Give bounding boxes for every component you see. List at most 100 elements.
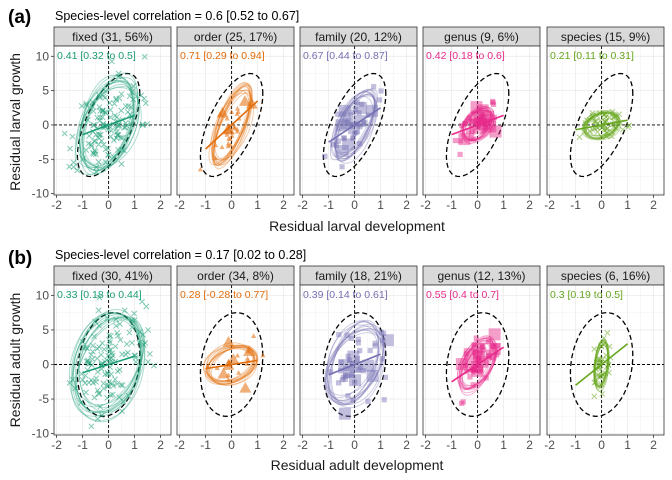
data-point <box>481 347 487 353</box>
facet-b-3: genus (12, 13%) 0.55 [0.4 to 0.7] -2 -1 0 1 2 <box>420 265 541 452</box>
data-point <box>352 130 358 137</box>
data-point <box>138 92 145 99</box>
regression-line <box>451 114 504 136</box>
correlation-label: 0.41 [0.32 to 0.5] <box>57 50 136 62</box>
data-point <box>476 347 482 353</box>
data-point <box>470 382 476 388</box>
data-point <box>490 343 496 349</box>
facet-strip-label: fixed (30, 41%) <box>72 269 153 283</box>
data-point <box>597 117 604 124</box>
y-tick-label: 5 <box>42 84 49 98</box>
x-tick-label: 2 <box>157 438 164 452</box>
data-point <box>378 88 384 94</box>
data-point <box>465 128 471 134</box>
y-tick-label: 5 <box>42 323 49 337</box>
posterior-ellipse <box>203 344 259 382</box>
data-point <box>92 378 99 385</box>
x-tick-label: 1 <box>624 438 631 452</box>
posterior-ellipse <box>214 89 250 160</box>
data-point <box>349 360 355 367</box>
posterior-ellipse <box>461 109 497 142</box>
data-point <box>350 397 356 403</box>
data-point <box>484 120 497 133</box>
posterior-ellipse <box>328 319 380 406</box>
data-point <box>479 343 486 349</box>
regression-line <box>82 355 135 374</box>
data-point <box>478 116 484 122</box>
data-point <box>103 357 110 364</box>
data-point <box>91 147 98 154</box>
facet-a-1: order (25, 17%) 0.71 [0.29 to 0.94] -2 -1 0 1… <box>174 26 295 212</box>
data-point <box>360 120 366 126</box>
x-tick-label: -2 <box>544 198 555 212</box>
data-point <box>468 135 474 141</box>
x-tick-label: 2 <box>650 438 657 452</box>
data-point <box>471 364 484 377</box>
facet-a-4: species (15, 9%) 0.21 [0.11 to 0.31] -2 -1 0… <box>544 26 665 212</box>
data-point <box>372 340 378 346</box>
posterior-ellipse <box>593 343 610 387</box>
data-point <box>131 317 138 323</box>
facet-b-4: species (6, 16%) 0.3 [0.19 to 0.5] -2 -1 0 1 2 <box>544 265 665 452</box>
data-point <box>625 124 632 130</box>
data-point <box>594 372 601 378</box>
data-point <box>112 343 119 350</box>
posterior-ellipse <box>594 342 609 388</box>
data-point <box>83 147 90 154</box>
data-point <box>342 138 355 151</box>
posterior-ellipse <box>206 344 258 382</box>
data-point <box>594 129 601 135</box>
data-point <box>85 358 92 365</box>
data-point <box>108 58 115 65</box>
data-point <box>105 382 112 389</box>
y-axis-title-b: Residual adult growth <box>7 293 23 428</box>
x-tick-label: -2 <box>174 198 185 212</box>
posterior-ellipse <box>213 92 253 160</box>
data-point <box>129 324 135 331</box>
data-point <box>465 118 471 125</box>
posterior-ellipse <box>459 337 495 396</box>
facet-strip-label: order (25, 17%) <box>194 30 277 44</box>
data-point <box>589 110 596 116</box>
data-point <box>108 371 115 378</box>
x-tick-label: 0 <box>228 198 235 212</box>
data-point <box>93 168 100 175</box>
data-point <box>356 110 362 116</box>
data-point <box>601 111 608 118</box>
data-point <box>462 121 468 127</box>
data-point <box>349 374 362 387</box>
data-point <box>471 360 484 373</box>
data-point <box>61 130 68 137</box>
data-point <box>348 335 354 342</box>
facet-a-2: family (20, 12%) 0.67 [0.44 to 0.87] -2 -1 0… <box>297 26 418 212</box>
correlation-label: 0.33 [0.18 to 0.44] <box>57 289 142 301</box>
data-point <box>465 360 478 373</box>
data-point <box>603 352 610 359</box>
data-point <box>598 381 604 388</box>
x-tick-label: 0 <box>105 198 112 212</box>
data-point <box>94 345 101 352</box>
data-point <box>348 112 354 118</box>
data-point <box>367 347 373 354</box>
data-point <box>130 96 137 103</box>
posterior-ellipse <box>330 321 380 405</box>
data-point <box>144 121 151 128</box>
data-point <box>458 133 471 146</box>
data-point <box>341 135 347 141</box>
posterior-ellipse <box>75 319 146 408</box>
x-tick-label: -2 <box>174 438 185 452</box>
data-point <box>118 382 124 389</box>
data-point <box>107 339 113 346</box>
data-point <box>322 153 328 159</box>
posterior-ellipse <box>462 107 494 141</box>
correlation-label: 0.55 [0.4 to 0.7] <box>426 289 499 301</box>
facet-b-1: order (34, 8%) 0.28 [-0.28 to 0.77] -2 -1 0 1… <box>174 265 295 452</box>
data-point <box>344 373 350 379</box>
data-point <box>463 351 469 357</box>
data-point <box>146 350 153 357</box>
data-point <box>473 349 479 355</box>
data-point <box>366 369 379 382</box>
data-point <box>88 423 95 430</box>
data-point <box>474 117 480 123</box>
data-point <box>111 112 118 119</box>
